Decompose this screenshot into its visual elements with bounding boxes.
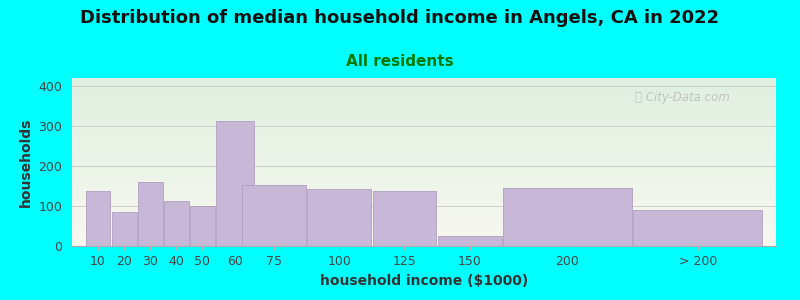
X-axis label: household income ($1000): household income ($1000): [320, 274, 528, 288]
Bar: [307, 189, 371, 246]
Bar: [164, 201, 189, 246]
Bar: [190, 206, 214, 246]
Bar: [86, 191, 110, 246]
Bar: [634, 210, 762, 246]
Bar: [373, 191, 436, 246]
Text: All residents: All residents: [346, 54, 454, 69]
Bar: [112, 212, 137, 246]
Y-axis label: households: households: [19, 117, 33, 207]
Bar: [438, 236, 502, 246]
Bar: [242, 185, 306, 246]
Bar: [138, 182, 162, 246]
Bar: [216, 121, 254, 246]
Text: Distribution of median household income in Angels, CA in 2022: Distribution of median household income …: [81, 9, 719, 27]
Bar: [503, 188, 632, 246]
Text: ⓘ City-Data.com: ⓘ City-Data.com: [635, 92, 730, 104]
